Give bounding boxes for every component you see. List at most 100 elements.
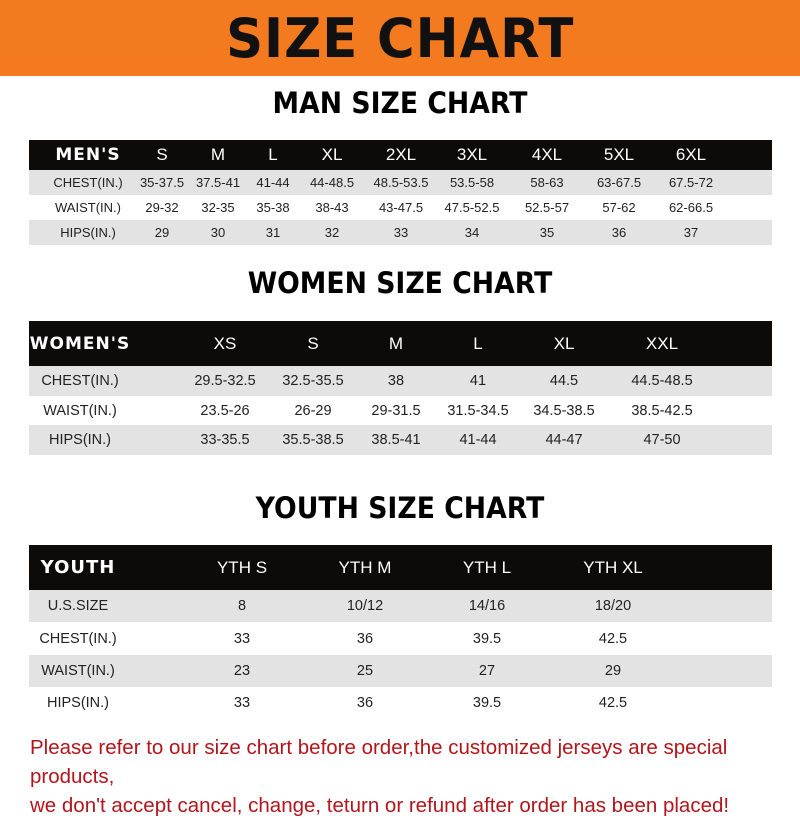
men-size-table: MEN'S S M L XL 2XL 3XL 4XL 5XL 6XL CHEST(IN.) 35-37…: [29, 140, 772, 245]
youth-size-table: YOUTH YTH S YTH M YTH L YTH XL U.S.SIZE 8 10/12…: [29, 545, 772, 718]
table-header-row: YOUTH YTH S YTH M YTH L YTH XL: [29, 545, 772, 590]
row-label: CHEST(IN.): [53, 175, 123, 190]
table-cell: 39.5: [472, 694, 502, 711]
table-cell: 23.5-26: [200, 402, 250, 419]
table-cell: 10/12: [346, 598, 384, 614]
table-cell: 25: [356, 663, 374, 679]
column-header: 2XL: [385, 145, 417, 164]
table-cell: 32-35: [201, 200, 235, 215]
table-cell: 58-63: [530, 175, 564, 190]
row-label: CHEST(IN.): [41, 373, 119, 389]
column-header: 4XL: [531, 145, 563, 164]
table-cell: 41-44: [256, 175, 290, 190]
table-cell: 48.5-53.5: [373, 175, 429, 190]
table-cell: 62-66.5: [668, 200, 714, 215]
column-header: YTH M: [338, 557, 392, 577]
table-cell: 42.5: [598, 630, 628, 647]
banner: SIZE CHART: [0, 0, 800, 76]
notice: Please refer to our size chart before or…: [30, 733, 790, 820]
row-label: CHEST(IN.): [39, 630, 117, 647]
table-cell: 31.5-34.5: [447, 402, 509, 419]
table-cell: 38.5-42.5: [631, 402, 693, 419]
column-header: M: [388, 333, 404, 353]
column-header: L: [473, 333, 483, 353]
table-cell: 42.5: [598, 694, 628, 711]
column-header: YTH S: [216, 557, 268, 577]
table-cell: 14/16: [468, 598, 506, 614]
table-cell: 43-47.5: [378, 200, 424, 215]
table-cell: 29-32: [145, 200, 179, 215]
youth-section-title: YOUTH SIZE CHART: [255, 491, 545, 525]
column-header: XL: [553, 333, 575, 353]
table-cell: 36: [611, 225, 627, 240]
table-cell: 36: [356, 694, 374, 711]
table-cell: 38.5-41: [371, 432, 421, 448]
row-label: WAIST(IN.): [41, 663, 115, 679]
table-title-cell: YOUTH: [40, 557, 116, 578]
table-row: HIPS(IN.) 29 30 31 32 33 34 35 36 37: [29, 220, 772, 245]
column-header: L: [268, 145, 278, 164]
table-header-row: WOMEN'S XS S M L XL XXL: [29, 321, 772, 366]
column-header: 3XL: [456, 145, 488, 164]
table-cell: 34.5-38.5: [533, 402, 595, 419]
row-label: U.S.SIZE: [47, 598, 109, 614]
table-cell: 29.5-32.5: [194, 373, 256, 389]
table-cell: 26-29: [294, 402, 332, 419]
table-cell: 30: [210, 225, 226, 240]
table-cell: 35-37.5: [139, 175, 185, 190]
table-cell: 32.5-35.5: [282, 373, 344, 389]
row-label: HIPS(IN.): [60, 225, 116, 240]
table-cell: 36: [356, 630, 374, 647]
table-cell: 41: [469, 373, 487, 389]
table-cell: 35.5-38.5: [282, 432, 344, 448]
notice-line-1: Please refer to our size chart before or…: [30, 736, 728, 788]
table-cell: 44.5-48.5: [631, 373, 693, 389]
table-row: U.S.SIZE 8 10/12 14/16 18/20: [29, 590, 772, 622]
row-label: WAIST(IN.): [55, 200, 121, 215]
table-cell: 29: [154, 225, 170, 240]
women-section-title: WOMEN SIZE CHART: [247, 266, 553, 300]
table-cell: 37.5-41: [195, 175, 241, 190]
table-cell: 38: [387, 373, 405, 389]
table-cell: 33: [233, 694, 251, 711]
table-cell: 39.5: [472, 630, 502, 647]
table-cell: 31: [265, 225, 281, 240]
table-cell: 34: [464, 225, 480, 240]
table-row: HIPS(IN.) 33-35.5 35.5-38.5 38.5-41 41-44 44-…: [29, 425, 772, 455]
column-header: 6XL: [675, 145, 707, 164]
table-cell: 37: [683, 225, 699, 240]
table-cell: 29-31.5: [371, 402, 421, 419]
column-header: XL: [321, 145, 343, 164]
table-cell: 23: [233, 663, 251, 679]
table-cell: 35-38: [256, 200, 290, 215]
row-label: WAIST(IN.): [43, 402, 117, 419]
column-header: M: [210, 145, 226, 164]
banner-title: SIZE CHART: [225, 6, 575, 70]
table-cell: 29: [604, 663, 622, 679]
table-cell: 35: [539, 225, 555, 240]
table-cell: 47-50: [643, 432, 681, 448]
column-header: 5XL: [603, 145, 635, 164]
women-size-table: WOMEN'S XS S M L XL XXL CHEST(IN.) 29.5-32.5 32.5…: [29, 321, 772, 455]
table-row: CHEST(IN.) 33 36 39.5 42.5: [29, 622, 772, 655]
column-header: YTH XL: [583, 557, 643, 577]
column-header: S: [156, 145, 168, 164]
table-cell: 53.5-58: [449, 175, 495, 190]
notice-line-2: we don't accept cancel, change, teturn o…: [30, 794, 730, 817]
table-cell: 27: [478, 663, 496, 679]
table-row: CHEST(IN.) 29.5-32.5 32.5-35.5 38 41 44.5 44.5…: [29, 366, 772, 396]
row-label: HIPS(IN.): [46, 694, 110, 711]
table-row: CHEST(IN.) 35-37.5 37.5-41 41-44 44-48.5 48.5…: [29, 170, 772, 195]
table-cell: 57-62: [602, 200, 636, 215]
table-row: HIPS(IN.) 33 36 39.5 42.5: [29, 687, 772, 718]
table-cell: 44-48.5: [309, 175, 355, 190]
column-header: XS: [213, 333, 237, 353]
table-cell: 47.5-52.5: [444, 200, 500, 215]
table-cell: 38-43: [315, 200, 349, 215]
table-cell: 44-47: [545, 432, 583, 448]
column-header: S: [307, 333, 319, 353]
column-header: XXL: [645, 333, 679, 353]
table-header-row: MEN'S S M L XL 2XL 3XL 4XL 5XL 6XL: [29, 140, 772, 170]
table-cell: 44.5: [549, 373, 579, 389]
table-cell: 33: [233, 630, 251, 647]
